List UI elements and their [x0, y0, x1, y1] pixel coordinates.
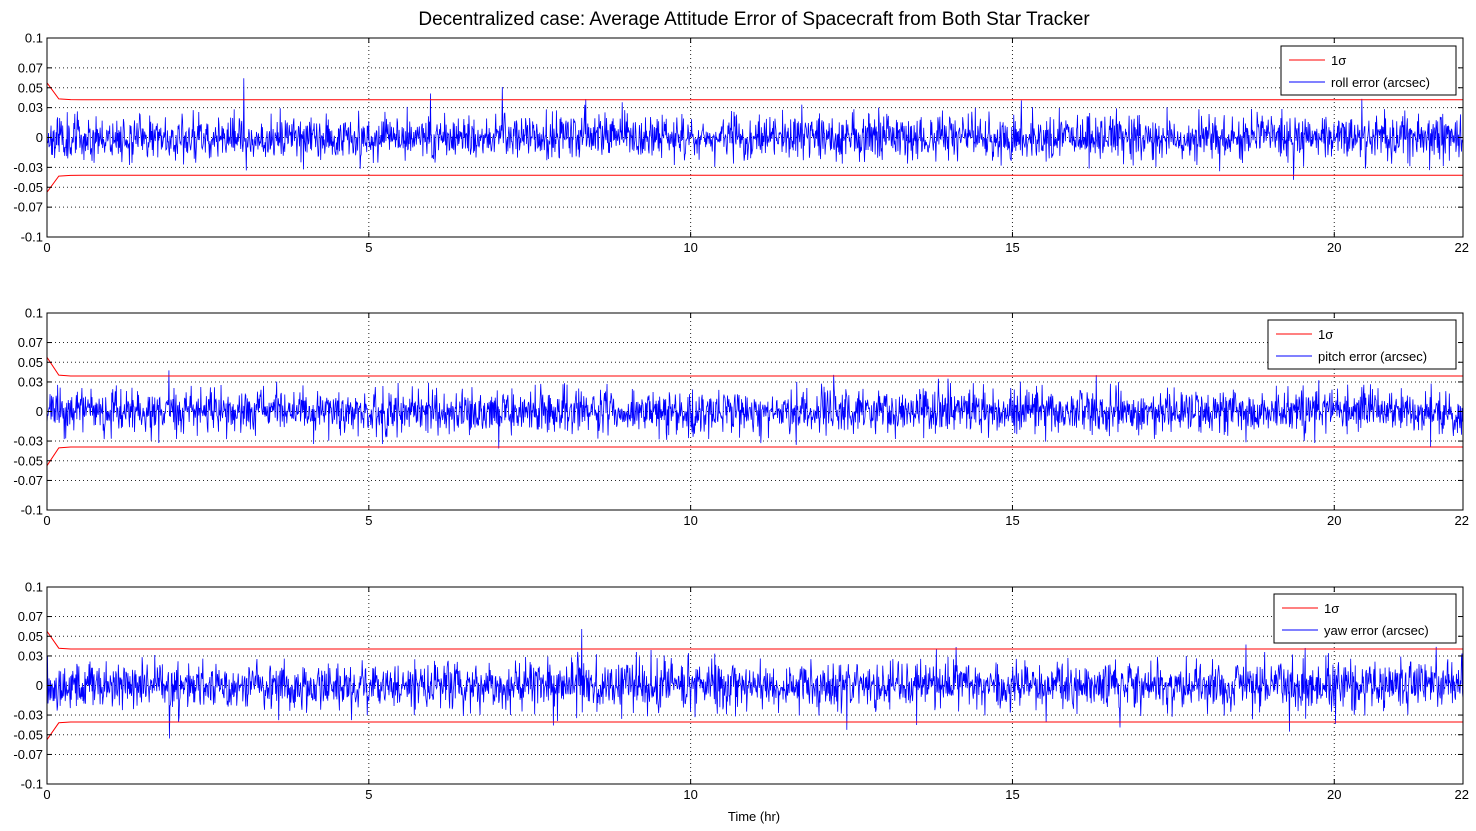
x-tick-label: 20: [1327, 787, 1341, 802]
y-tick-label: 0.05: [18, 629, 43, 644]
y-tick-label: 0: [36, 130, 43, 145]
sigma-upper-line: [46, 357, 1463, 377]
legend-box: [1267, 319, 1457, 370]
y-tick-label: -0.1: [21, 503, 43, 518]
error-series-line: [46, 78, 1464, 180]
x-tick-label: 0: [43, 240, 50, 255]
y-tick-label: 0.1: [25, 580, 43, 595]
y-tick-label: -0.1: [21, 777, 43, 792]
subplot-2: 0.10.070.050.030-0.03-0.05-0.07-0.10 5 10 1…: [13, 306, 1469, 529]
subplots: 0.10.070.050.030-0.03-0.05-0.07-0.10 5 10 1…: [13, 31, 1469, 803]
legend-entry: roll error (arcsec): [1331, 75, 1430, 90]
sigma-lower-line: [46, 721, 1463, 740]
x-tick-label: 20: [1327, 513, 1341, 528]
x-axis-label: Time (hr): [728, 809, 780, 824]
legend: 1σ yaw error (arcsec): [1273, 593, 1457, 644]
x-tick-label: 10: [683, 513, 697, 528]
legend: 1σ pitch error (arcsec): [1267, 319, 1457, 370]
y-tick-label: 0.07: [18, 60, 43, 75]
x-tick-label: 0: [43, 787, 50, 802]
y-tick-label: -0.03: [13, 708, 43, 723]
y-tick-label: -0.05: [13, 727, 43, 742]
y-tick-label: 0: [36, 678, 43, 693]
chart-title: Decentralized case: Average Attitude Err…: [418, 9, 1090, 30]
legend-entry: pitch error (arcsec): [1318, 349, 1427, 364]
error-series-line: [46, 370, 1464, 449]
x-tick-label: 22: [1455, 513, 1469, 528]
y-tick-label: 0.07: [18, 335, 43, 350]
y-tick-label: 0.03: [18, 374, 43, 389]
y-tick-label: 0.03: [18, 648, 43, 663]
y-tick-label: 0.07: [18, 609, 43, 624]
legend-box: [1280, 45, 1457, 96]
error-series-line: [46, 629, 1464, 739]
y-tick-label: 0.05: [18, 355, 43, 370]
subplot-1: 0.10.070.050.030-0.03-0.05-0.07-0.10 5 10 1…: [13, 31, 1469, 256]
y-tick-label: 0.1: [25, 306, 43, 321]
legend-entry: 1σ: [1324, 601, 1339, 616]
legend-entry: 1σ: [1318, 327, 1333, 342]
x-tick-label: 10: [683, 240, 697, 255]
x-tick-label: 22: [1455, 240, 1469, 255]
y-tick-label: -0.05: [13, 453, 43, 468]
y-tick-label: -0.03: [13, 160, 43, 175]
x-tick-label: 15: [1005, 787, 1019, 802]
y-tick-label: 0.03: [18, 100, 43, 115]
sigma-upper-line: [46, 82, 1463, 101]
subplot-3: 0.10.070.050.030-0.03-0.05-0.07-0.10 5 10 1…: [13, 580, 1469, 803]
y-tick-label: -0.07: [13, 473, 43, 488]
y-tick-label: -0.1: [21, 230, 43, 245]
y-tick-label: 0.1: [25, 31, 43, 46]
x-tick-label: 5: [365, 787, 372, 802]
x-tick-label: 20: [1327, 240, 1341, 255]
y-tick-label: 0.05: [18, 80, 43, 95]
legend-entry: 1σ: [1331, 53, 1346, 68]
sigma-lower-line: [46, 446, 1463, 466]
y-tick-label: -0.07: [13, 200, 43, 215]
x-tick-label: 15: [1005, 240, 1019, 255]
y-tick-label: 0: [36, 404, 43, 419]
x-tick-label: 0: [43, 513, 50, 528]
y-tick-label: -0.03: [13, 434, 43, 449]
legend: 1σ roll error (arcsec): [1280, 45, 1457, 96]
x-tick-label: 10: [683, 787, 697, 802]
legend-entry: yaw error (arcsec): [1324, 623, 1429, 638]
x-tick-label: 5: [365, 513, 372, 528]
x-tick-label: 22: [1455, 787, 1469, 802]
x-tick-label: 15: [1005, 513, 1019, 528]
sigma-lower-line: [46, 174, 1463, 193]
sigma-upper-line: [46, 631, 1463, 650]
x-tick-label: 5: [365, 240, 372, 255]
y-tick-label: -0.07: [13, 747, 43, 762]
legend-box: [1273, 593, 1457, 644]
y-tick-label: -0.05: [13, 180, 43, 195]
